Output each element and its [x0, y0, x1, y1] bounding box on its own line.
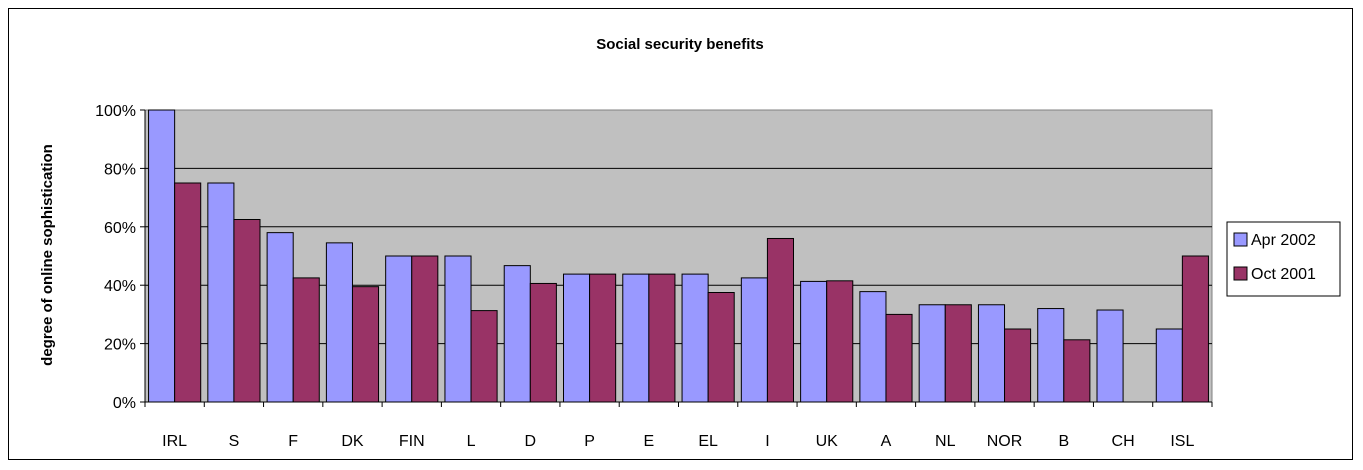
bar-oct-2001-uk [826, 280, 854, 403]
bar-oct-2001-dk [351, 286, 380, 403]
plot-area [144, 109, 1213, 403]
x-tick-label: CH [1112, 433, 1135, 450]
x-tick-label: EL [698, 433, 718, 450]
bar-oct-2001-s [233, 219, 261, 403]
x-tick-label: I [765, 433, 769, 450]
bar-apr-2002-nl [918, 304, 946, 403]
bar-oct-2001-nor [1004, 328, 1032, 403]
bar-apr-2002-f [266, 232, 294, 403]
legend-label: Apr 2002 [1251, 232, 1316, 249]
y-axis-label: degree of online sophistication [39, 144, 56, 366]
x-tick-label: A [881, 433, 892, 450]
bar-apr-2002-e [622, 273, 650, 403]
y-tick-label: 60% [104, 220, 136, 237]
x-tick-label: B [1058, 433, 1069, 450]
bar-oct-2001-e [648, 273, 676, 403]
bar-oct-2001-l [470, 310, 498, 403]
bar-oct-2001-d [529, 282, 557, 403]
bar-apr-2002-l [444, 255, 472, 403]
bar-apr-2002-dk [325, 242, 353, 403]
bar-apr-2002-b [1037, 308, 1065, 403]
bar-oct-2001-nl [944, 304, 972, 403]
x-tick-label: NOR [987, 433, 1023, 450]
bar-apr-2002-uk [800, 280, 828, 403]
chart-title: Social security benefits [596, 36, 764, 53]
bar-oct-2001-a [885, 313, 913, 403]
x-tick-label: UK [816, 433, 839, 450]
bar-apr-2002-p [563, 273, 591, 403]
y-tick-label: 80% [104, 161, 136, 178]
bar-apr-2002-i [740, 277, 768, 403]
bar-oct-2001-f [292, 277, 320, 403]
x-tick-label: ISL [1170, 433, 1194, 450]
legend: Apr 2002 Oct 2001 [1226, 221, 1341, 297]
bar-oct-2001-fin [411, 255, 439, 403]
bar-oct-2001-irl [174, 182, 202, 403]
bar-oct-2001-i [766, 237, 794, 403]
y-tick-label: 20% [104, 337, 136, 354]
x-tick-label: FIN [399, 433, 425, 450]
y-tick-label: 40% [104, 278, 136, 295]
bar-oct-2001-isl [1181, 255, 1209, 403]
bar-apr-2002-ch [1096, 309, 1124, 403]
legend-swatch [1233, 232, 1248, 247]
x-tick-label: NL [935, 433, 956, 450]
bar-oct-2001-p [589, 273, 617, 403]
bar-apr-2002-irl [148, 109, 176, 403]
bar-apr-2002-nor [977, 304, 1006, 403]
x-tick-label: L [467, 433, 476, 450]
bar-apr-2002-s [207, 182, 235, 403]
bar-apr-2002-el [681, 273, 709, 403]
y-tick-label: 0% [113, 395, 136, 412]
x-tick-label: D [525, 433, 537, 450]
bar-apr-2002-d [503, 265, 531, 403]
legend-swatch [1233, 266, 1248, 281]
x-tick-label: E [644, 433, 655, 450]
y-tick-label: 100% [95, 103, 136, 120]
x-tick-label: IRL [162, 433, 187, 450]
bar-oct-2001-b [1063, 339, 1091, 403]
x-tick-label: F [288, 433, 298, 450]
bar-apr-2002-isl [1155, 328, 1183, 403]
bar-oct-2001-el [707, 292, 735, 403]
x-tick-label: DK [341, 433, 364, 450]
x-tick-label: S [229, 433, 240, 450]
x-tick-label: P [584, 433, 595, 450]
legend-label: Oct 2001 [1251, 266, 1316, 283]
bar-apr-2002-a [859, 291, 887, 403]
bar-apr-2002-fin [385, 255, 413, 403]
